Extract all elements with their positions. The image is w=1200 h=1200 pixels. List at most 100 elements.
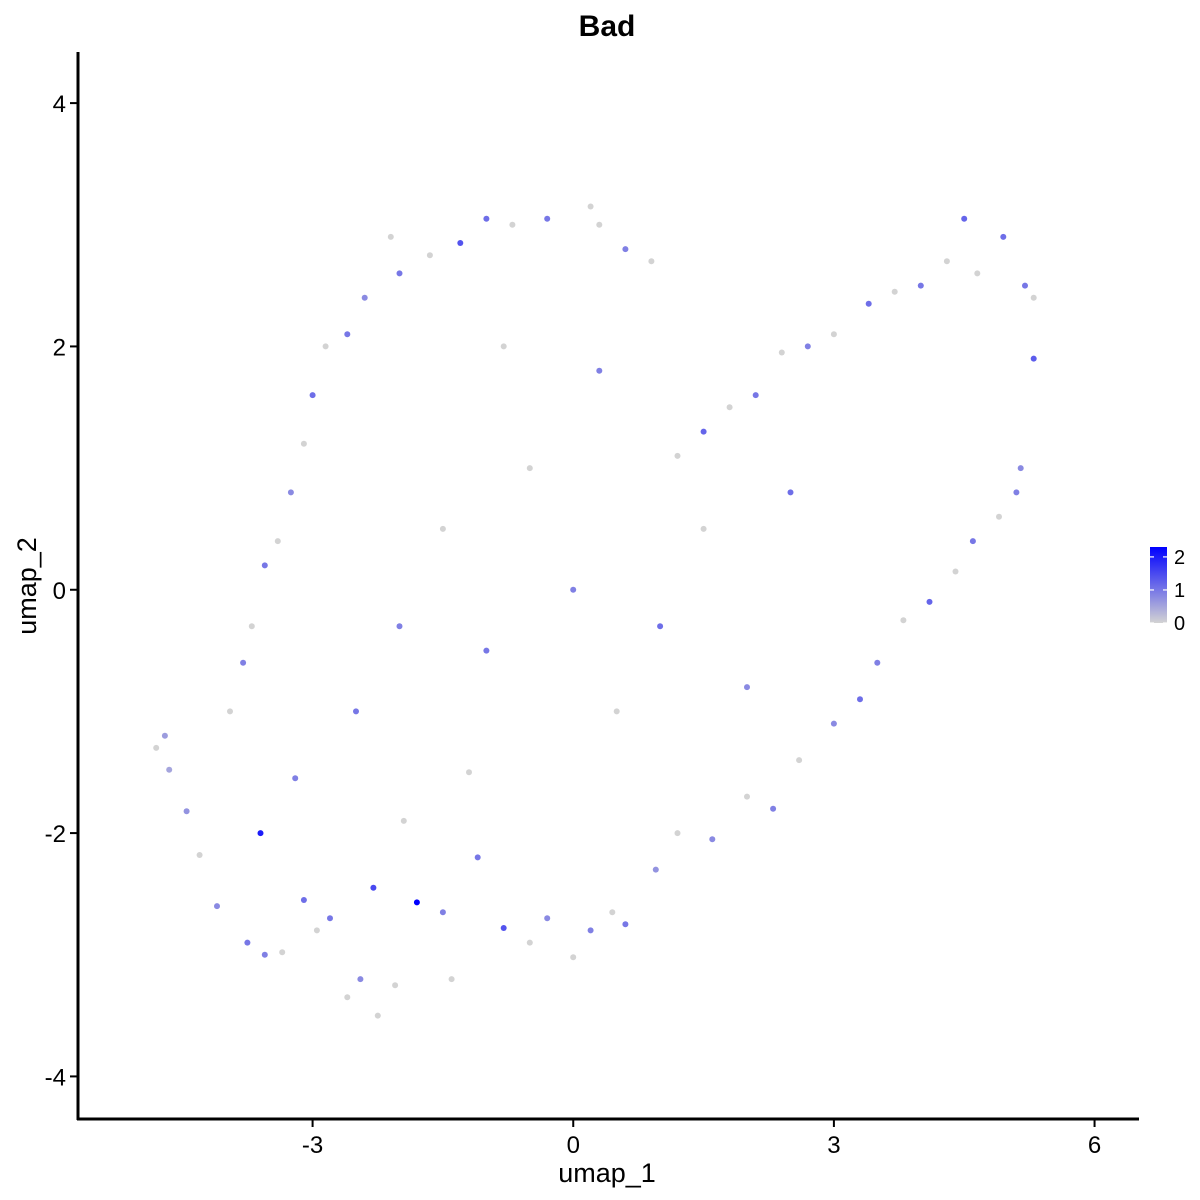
data-point bbox=[227, 708, 233, 715]
data-point bbox=[248, 623, 255, 630]
data-point bbox=[161, 732, 168, 739]
data-point bbox=[274, 538, 281, 545]
data-point bbox=[396, 623, 403, 630]
data-point bbox=[1000, 233, 1007, 240]
data-point bbox=[483, 647, 490, 654]
data-point bbox=[300, 440, 307, 447]
data-point bbox=[474, 854, 481, 861]
data-point bbox=[952, 568, 959, 575]
data-point bbox=[865, 300, 872, 307]
data-point bbox=[787, 489, 794, 496]
data-point bbox=[744, 684, 750, 691]
data-point bbox=[744, 793, 750, 800]
data-point bbox=[322, 343, 329, 350]
data-point bbox=[900, 617, 907, 624]
data-point bbox=[357, 976, 364, 983]
data-point bbox=[257, 830, 264, 837]
data-point bbox=[500, 343, 507, 350]
data-point bbox=[752, 392, 759, 399]
data-point bbox=[261, 562, 268, 569]
chart-title: Bad bbox=[579, 10, 636, 43]
data-point bbox=[778, 349, 785, 356]
data-point bbox=[244, 939, 251, 946]
data-point bbox=[996, 513, 1002, 520]
data-point bbox=[327, 915, 333, 922]
data-point bbox=[439, 525, 446, 532]
y-tick-label: -4 bbox=[45, 1064, 66, 1091]
data-point bbox=[426, 252, 433, 259]
data-point bbox=[1022, 282, 1028, 289]
data-point bbox=[622, 246, 629, 253]
data-point bbox=[353, 708, 359, 715]
x-axis-title: umap_1 bbox=[558, 1158, 656, 1188]
data-point bbox=[874, 659, 881, 666]
data-point bbox=[674, 452, 681, 459]
y-ticks: -4 -2 0 2 4 bbox=[45, 91, 78, 1091]
y-tick-label: 0 bbox=[53, 578, 66, 605]
y-tick-label: 2 bbox=[53, 334, 66, 361]
data-point bbox=[770, 805, 777, 812]
data-point bbox=[613, 708, 620, 715]
data-point bbox=[570, 954, 577, 961]
data-point bbox=[926, 598, 933, 605]
data-point bbox=[214, 903, 220, 910]
data-point bbox=[674, 830, 681, 837]
data-point bbox=[609, 909, 616, 916]
data-point bbox=[166, 766, 173, 773]
data-point bbox=[1013, 489, 1020, 496]
data-point bbox=[1030, 355, 1037, 362]
data-point bbox=[466, 769, 472, 776]
data-point bbox=[596, 367, 603, 374]
x-tick-label: 6 bbox=[1088, 1132, 1101, 1159]
data-point bbox=[313, 927, 320, 934]
data-point bbox=[526, 939, 533, 946]
data-point bbox=[387, 233, 394, 240]
legend-tick-label: 0 bbox=[1174, 613, 1185, 635]
y-tick-label: 4 bbox=[53, 91, 66, 118]
data-point bbox=[396, 270, 403, 277]
data-point bbox=[652, 866, 659, 873]
data-point bbox=[917, 282, 924, 289]
data-point bbox=[526, 465, 533, 472]
data-point bbox=[804, 343, 811, 350]
data-point bbox=[622, 921, 629, 928]
color-legend-bar bbox=[1150, 547, 1167, 623]
data-point bbox=[796, 757, 803, 764]
data-point bbox=[857, 696, 863, 703]
data-point bbox=[943, 258, 950, 265]
data-point bbox=[709, 836, 716, 843]
x-tick-label: -3 bbox=[302, 1132, 323, 1159]
data-point bbox=[457, 240, 464, 246]
legend-tick-label: 1 bbox=[1174, 580, 1185, 602]
data-point bbox=[439, 909, 446, 916]
data-point bbox=[392, 982, 399, 989]
data-point bbox=[370, 884, 377, 891]
data-point bbox=[969, 538, 976, 545]
data-point bbox=[261, 951, 268, 958]
data-point bbox=[587, 203, 594, 210]
data-point bbox=[196, 852, 203, 858]
data-point bbox=[648, 258, 655, 265]
data-point bbox=[974, 270, 981, 277]
data-point bbox=[830, 331, 837, 338]
data-point bbox=[700, 525, 707, 532]
data-point bbox=[448, 976, 455, 983]
data-point bbox=[300, 897, 307, 903]
data-point bbox=[587, 927, 594, 934]
y-axis-title: umap_2 bbox=[12, 537, 42, 635]
y-tick-label: -2 bbox=[45, 821, 66, 848]
data-point bbox=[570, 586, 577, 593]
data-point bbox=[830, 720, 837, 727]
data-point bbox=[509, 221, 516, 228]
data-point bbox=[344, 994, 351, 1001]
data-point bbox=[726, 404, 733, 411]
data-point bbox=[544, 215, 551, 222]
data-point bbox=[413, 899, 420, 906]
data-point bbox=[287, 489, 294, 496]
data-point bbox=[153, 744, 160, 751]
data-point bbox=[279, 949, 286, 956]
x-tick-label: 3 bbox=[827, 1132, 840, 1159]
color-legend: 0 1 2 bbox=[1150, 547, 1185, 635]
data-point bbox=[1030, 294, 1037, 301]
data-point bbox=[483, 215, 490, 222]
